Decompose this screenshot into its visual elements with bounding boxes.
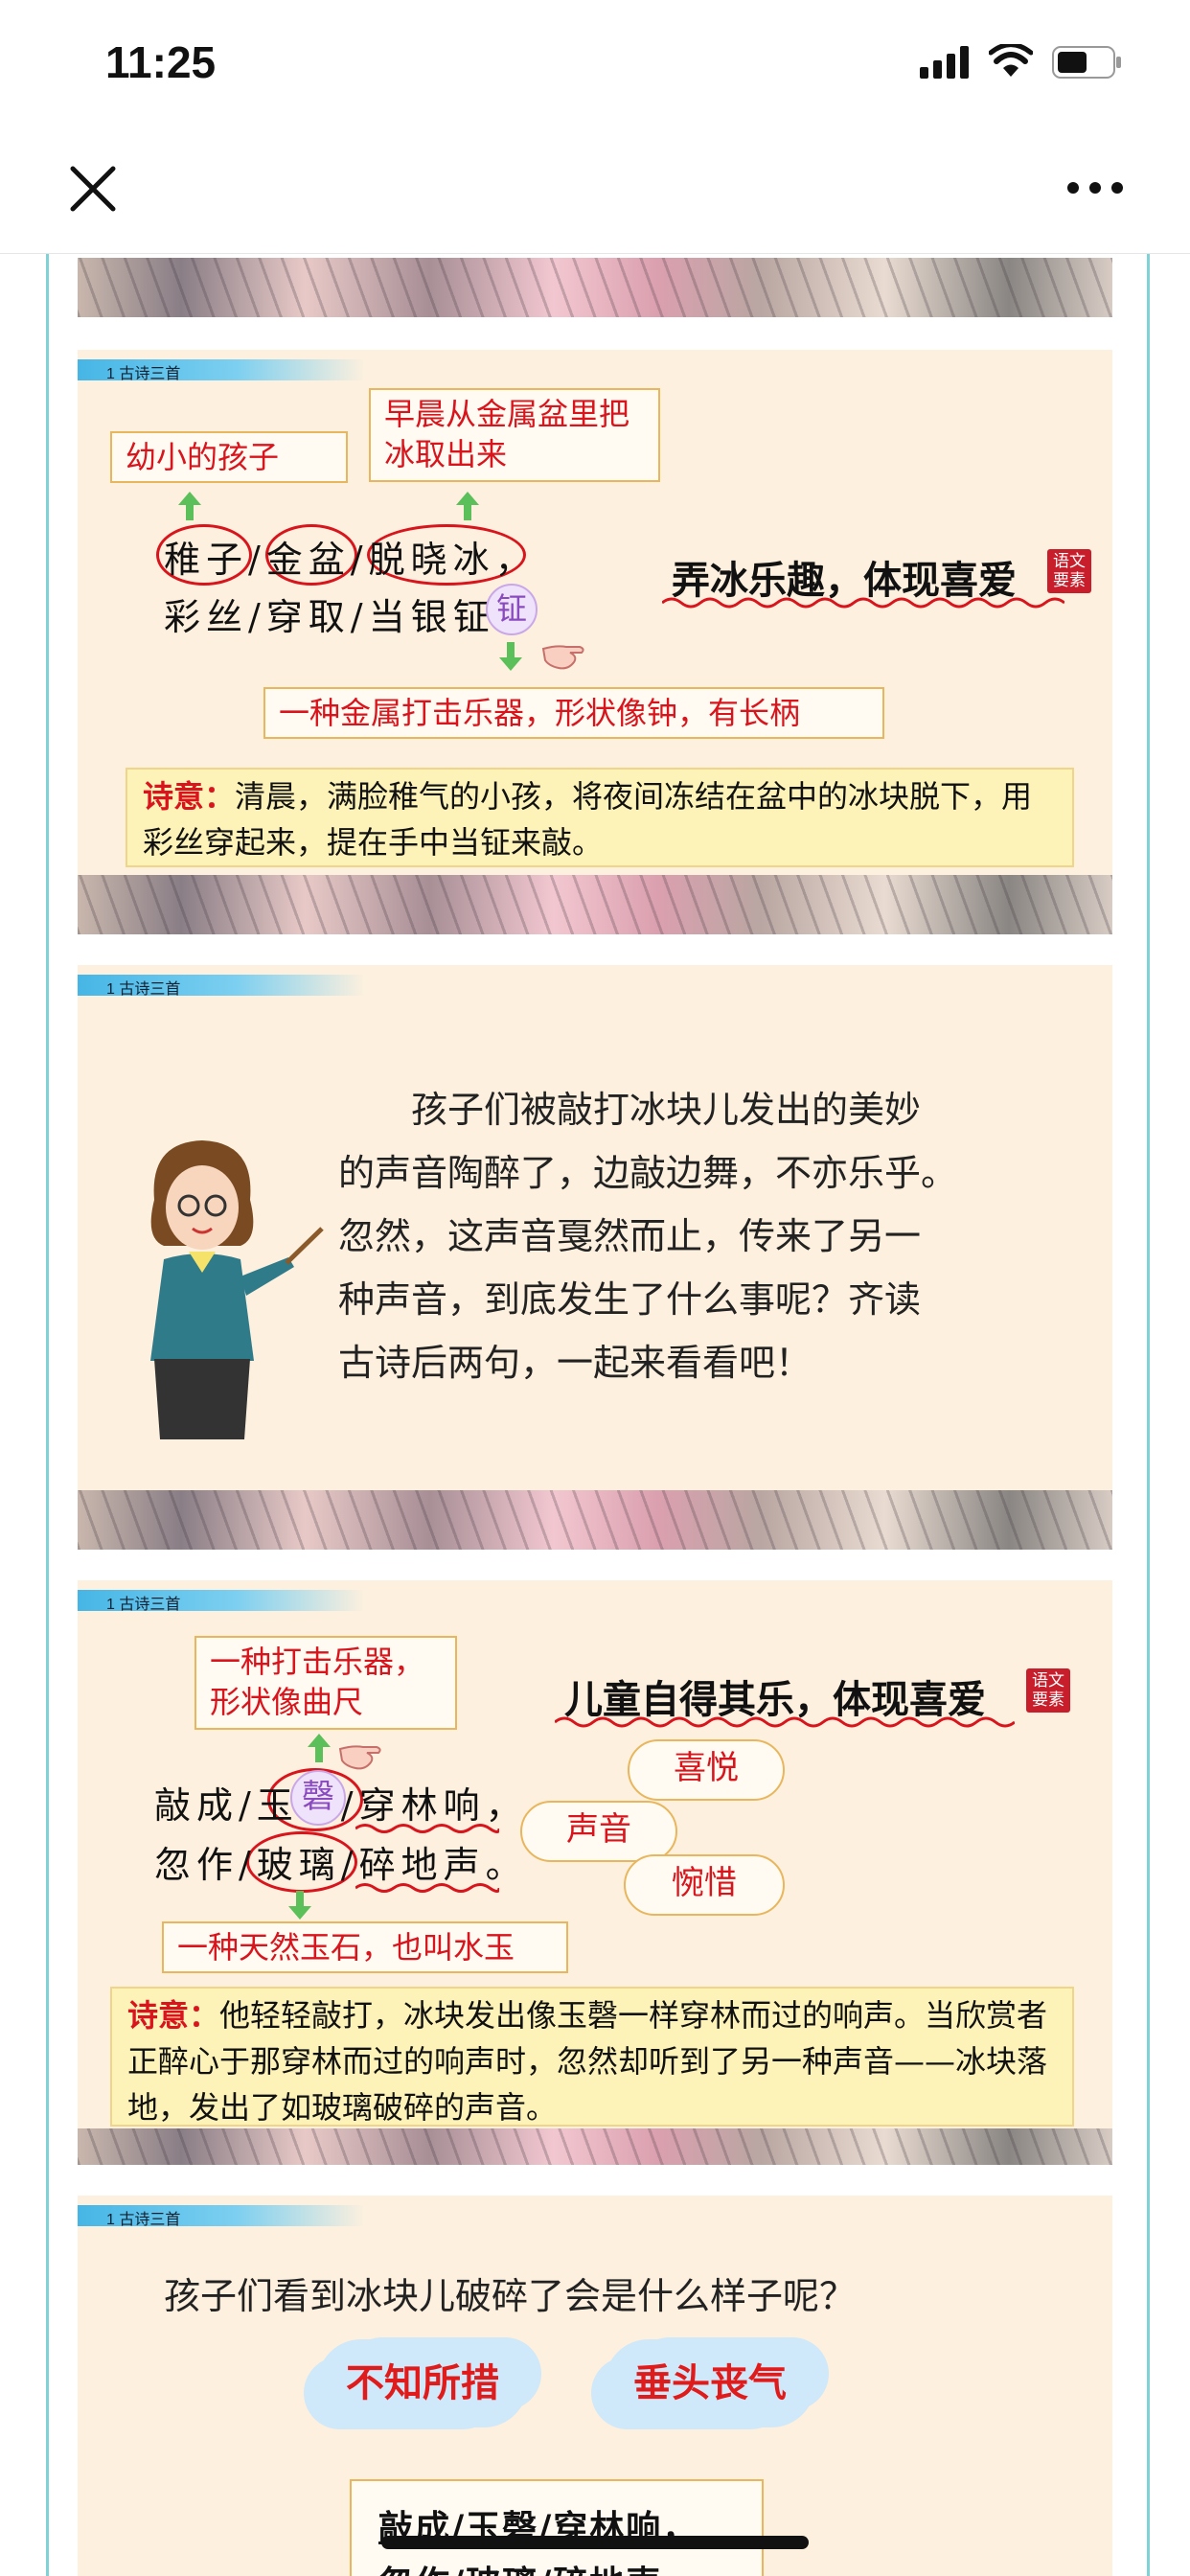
oval-highlight bbox=[367, 524, 526, 586]
decorative-banner bbox=[78, 258, 1112, 317]
circled-character: 磬 bbox=[290, 1770, 346, 1826]
slide-4: 1 古诗三首 孩子们看到冰块儿破碎了会是什么样子呢？ 不知所措 垂头丧气 敲成/… bbox=[78, 2196, 1112, 2576]
slide-1: 1 古诗三首 幼小的孩子 早晨从金属盆里把冰取出来 稚子/金盆/脱晓冰， 彩丝/… bbox=[78, 350, 1112, 934]
poem-line-2: 彩丝/穿取/当银钲。 bbox=[164, 596, 538, 638]
wavy-underline bbox=[355, 1883, 499, 1893]
oval-highlight bbox=[156, 524, 252, 586]
cloud-bubble: 不知所措 bbox=[317, 2339, 528, 2427]
poem-line-2: 忽作/玻璃/碎地声。 bbox=[378, 2556, 698, 2576]
more-options-icon[interactable] bbox=[1065, 178, 1125, 197]
slide-3: 1 古诗三首 一种打击乐器，形状像曲尺 儿童自得其乐，体现喜爱 语文要素 敲成/… bbox=[78, 1580, 1112, 2165]
oval-highlight bbox=[265, 524, 357, 586]
poem-meaning: 诗意：他轻轻敲打，冰块发出像玉磬一样穿林而过的响声。当欣赏者正醉心于那穿林而过的… bbox=[110, 1987, 1074, 2127]
note-jade: 一种天然玉石，也叫水玉 bbox=[162, 1921, 568, 1973]
poem-line-2: 忽作/玻璃/碎地声。 bbox=[154, 1844, 528, 1886]
arrow-up-icon bbox=[308, 1734, 331, 1762]
arrow-up-icon bbox=[456, 492, 479, 520]
close-icon[interactable] bbox=[67, 163, 119, 215]
poem-box: 敲成/玉磬/穿林响， 忽作/玻璃/碎地声。 bbox=[350, 2479, 764, 2576]
question-text: 孩子们看到冰块儿破碎了会是什么样子呢？ bbox=[164, 2275, 857, 2317]
paragraph-line: 忽然，这声音戛然而止，传来了另一 bbox=[338, 1215, 922, 1257]
note-young-child: 幼小的孩子 bbox=[110, 431, 348, 483]
emotion-pill-regret: 惋惜 bbox=[624, 1854, 785, 1916]
battery-icon bbox=[1052, 46, 1121, 79]
emotion-pill-joy: 喜悦 bbox=[628, 1739, 785, 1801]
wavy-underline bbox=[555, 1716, 1015, 1728]
lesson-tag: 1 古诗三首 bbox=[78, 1590, 365, 1613]
arrow-up-icon bbox=[178, 492, 201, 520]
meaning-label: 诗意： bbox=[127, 1997, 220, 2034]
oval-highlight bbox=[267, 1768, 363, 1831]
paragraph-line: 种声音，到底发生了什么事呢？齐读 bbox=[338, 1278, 922, 1321]
status-time: 11:25 bbox=[105, 37, 217, 87]
wavy-underline bbox=[662, 597, 1064, 609]
paragraph-line: 的声音陶醉了，边敲边舞，不亦乐乎。 bbox=[338, 1152, 958, 1194]
slide-2: 1 古诗三首 孩子们被敲打冰块儿发出的美妙 的声音陶醉了，边敲边舞，不亦乐乎。 … bbox=[78, 965, 1112, 1550]
slide-heading: 弄冰乐趣，体现喜爱 bbox=[672, 559, 1017, 603]
slide-heading: 儿童自得其乐，体现喜爱 bbox=[564, 1678, 986, 1722]
teacher-illustration bbox=[150, 1140, 324, 1439]
arrow-down-icon bbox=[288, 1891, 311, 1920]
arrow-down-icon bbox=[499, 642, 522, 671]
note-instrument: 一种金属打击乐器，形状像钟，有长柄 bbox=[263, 687, 884, 739]
slide-previous-fragment bbox=[78, 258, 1112, 317]
narration-paragraph: 孩子们被敲打冰块儿发出的美妙 的声音陶醉了，边敲边舞，不亦乐乎。 忽然，这声音戛… bbox=[338, 1078, 1066, 1394]
meaning-label: 诗意： bbox=[143, 778, 236, 815]
poem-meaning: 诗意：清晨，满脸稚气的小孩，将夜间冻结在盆中的冰块脱下，用彩丝穿起来，提在手中当… bbox=[126, 768, 1074, 867]
note-percussion: 一种打击乐器，形状像曲尺 bbox=[195, 1636, 457, 1730]
cellular-signal-icon bbox=[920, 46, 969, 79]
meaning-text: 清晨，满脸稚气的小孩，将夜间冻结在盆中的冰块脱下，用彩丝穿起来，提在手中当钲来敲… bbox=[143, 778, 1033, 861]
lesson-tag: 1 古诗三首 bbox=[78, 975, 365, 998]
circled-character: 钲 bbox=[486, 584, 538, 635]
pointing-hand-icon bbox=[541, 645, 584, 670]
lesson-tag: 1 古诗三首 bbox=[78, 359, 365, 382]
wifi-icon bbox=[989, 44, 1033, 77]
seal-stamp: 语文要素 bbox=[1026, 1668, 1070, 1713]
decorative-banner bbox=[78, 2128, 1112, 2165]
pointing-hand-icon bbox=[338, 1745, 381, 1770]
paragraph-line: 古诗后两句，一起来看看吧！ bbox=[338, 1342, 812, 1384]
seal-stamp: 语文要素 bbox=[1047, 549, 1091, 593]
sound-pill: 声音 bbox=[520, 1801, 677, 1862]
article-content[interactable]: 1 古诗三首 幼小的孩子 早晨从金属盆里把冰取出来 稚子/金盆/脱晓冰， 彩丝/… bbox=[46, 254, 1150, 2576]
navigation-bar bbox=[0, 125, 1190, 254]
decorative-banner bbox=[78, 1490, 1112, 1550]
lesson-tag: 1 古诗三首 bbox=[78, 2205, 365, 2228]
paragraph-line: 孩子们被敲打冰块儿发出的美妙 bbox=[338, 1089, 922, 1131]
meaning-text: 他轻轻敲打，冰块发出像玉磬一样穿林而过的响声。当欣赏者正醉心于那穿林而过的响声时… bbox=[127, 1997, 1048, 2126]
poem-line-1: 稚子/金盆/脱晓冰， bbox=[164, 539, 538, 581]
note-morning-ice: 早晨从金属盆里把冰取出来 bbox=[369, 388, 660, 482]
decorative-banner bbox=[78, 875, 1112, 934]
home-indicator[interactable] bbox=[381, 2536, 809, 2549]
cloud-bubble: 垂头丧气 bbox=[605, 2339, 815, 2427]
status-bar: 11:25 bbox=[0, 0, 1190, 125]
wavy-underline bbox=[355, 1824, 499, 1833]
